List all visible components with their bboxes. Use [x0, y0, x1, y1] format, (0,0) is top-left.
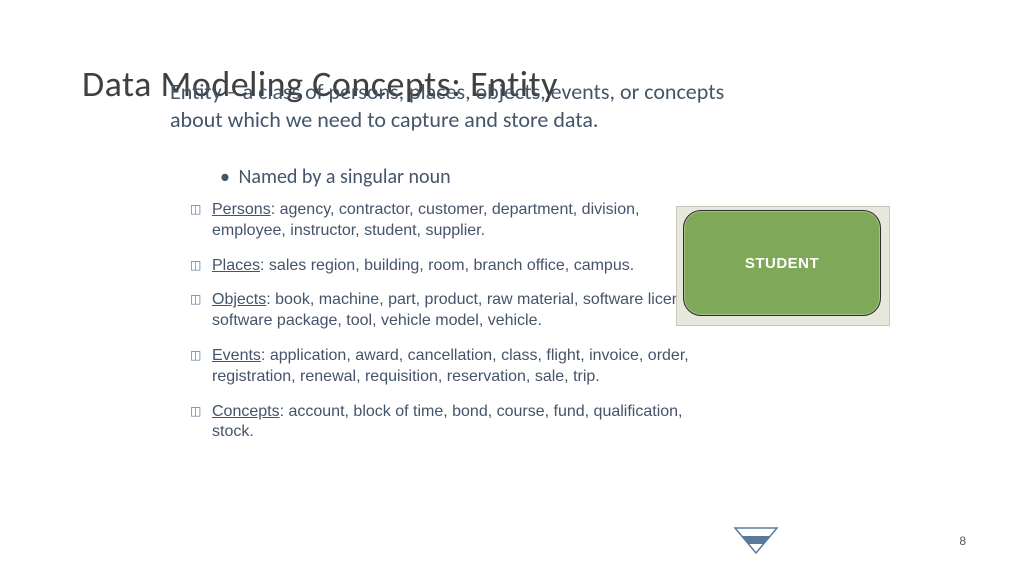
category-text: : sales region, building, room, branch o… — [260, 257, 634, 274]
category-concepts: ◫ Concepts: account, block of time, bond… — [190, 402, 710, 444]
category-label: Concepts — [212, 403, 280, 420]
bullet-icon: ◫ — [190, 292, 212, 308]
bullet-icon: ◫ — [190, 404, 212, 420]
category-persons: ◫ Persons: agency, contractor, customer,… — [190, 200, 710, 242]
sub-bullet: Named by a singular noun — [220, 165, 451, 189]
category-places: ◫ Places: sales region, building, room, … — [190, 256, 710, 277]
category-events: ◫ Events: application, award, cancellati… — [190, 346, 710, 388]
category-text: : agency, contractor, customer, departme… — [212, 201, 639, 239]
category-objects: ◫ Objects: book, machine, part, product,… — [190, 290, 710, 332]
category-label: Events — [212, 347, 261, 364]
entity-example-label: STUDENT — [745, 255, 819, 272]
category-text: : book, machine, part, product, raw mate… — [212, 291, 702, 329]
nav-down-icon — [733, 526, 779, 556]
entity-definition: Entity – a class of persons, places, obj… — [170, 78, 730, 133]
bullet-icon: ◫ — [190, 258, 212, 274]
category-label: Places — [212, 257, 260, 274]
category-list: ◫ Persons: agency, contractor, customer,… — [190, 200, 710, 457]
category-label: Objects — [212, 291, 266, 308]
definition-body: – a class of persons, places, objects, e… — [170, 78, 724, 133]
entity-example-box: STUDENT — [683, 210, 881, 316]
bullet-icon: ◫ — [190, 202, 212, 218]
category-text: : account, block of time, bond, course, … — [212, 403, 683, 441]
entity-example-container: STUDENT — [676, 206, 890, 326]
category-label: Persons — [212, 201, 271, 218]
page-number: 8 — [959, 534, 966, 548]
bullet-icon: ◫ — [190, 348, 212, 364]
definition-prefix: Entity — [170, 78, 222, 105]
category-text: : application, award, cancellation, clas… — [212, 347, 689, 385]
